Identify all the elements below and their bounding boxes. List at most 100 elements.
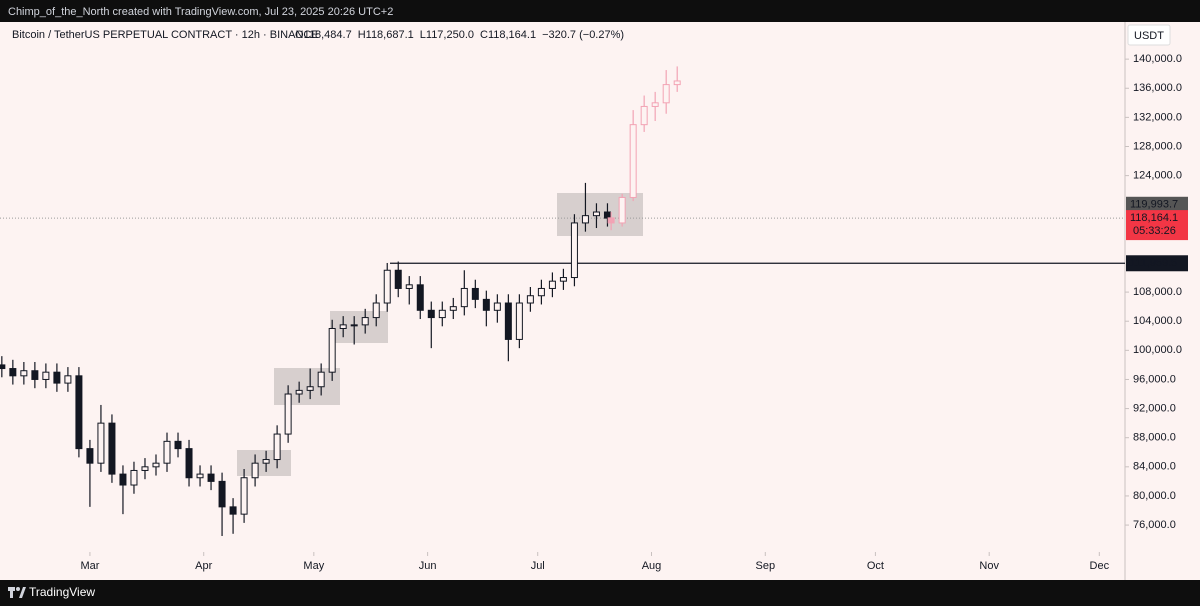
candle-body (64, 375, 72, 384)
brand-logo (8, 587, 26, 598)
y-tick-label: 104,000.0 (1133, 315, 1182, 327)
last-price-box (1126, 210, 1188, 241)
x-tick-label: May (303, 560, 324, 572)
candle-body (548, 280, 556, 289)
legend-key: H (358, 29, 366, 41)
candle-body (229, 506, 237, 515)
x-tick-label: Jul (531, 560, 545, 572)
candle-body (317, 371, 325, 388)
candle-body (629, 124, 637, 198)
candle-body (471, 287, 479, 300)
candle-body (416, 284, 424, 311)
y-tick-label: 96,000.0 (1133, 373, 1176, 385)
currency-box (1127, 24, 1171, 46)
x-tick-label: Apr (195, 560, 212, 572)
candle-body (328, 327, 336, 373)
legend-value: −320.7 (−0.27%) (542, 29, 624, 41)
legend-value: 117,250.0 (426, 29, 474, 41)
candle-body (394, 269, 402, 289)
y-tick-label: 84,000.0 (1133, 461, 1176, 473)
candle-body (9, 368, 17, 377)
candle-body (504, 302, 512, 340)
candle-body (350, 324, 358, 327)
y-tick-label: 108,000.0 (1133, 286, 1182, 298)
y-tick-label: 128,000.0 (1133, 140, 1182, 152)
candle-body (438, 309, 446, 319)
marker-label-box (1126, 196, 1188, 213)
candle-body (603, 211, 611, 219)
legend-key: C (480, 29, 488, 41)
candle-body (53, 371, 61, 384)
candle-body (97, 422, 105, 464)
y-tick-label: 76,000.0 (1133, 519, 1176, 531)
level-label: 111,959.5 (1130, 257, 1177, 269)
candle-body (86, 448, 94, 464)
candle-body (460, 287, 468, 308)
x-tick-label: Sep (756, 560, 776, 572)
x-tick-label: Nov (979, 560, 999, 572)
y-tick-label: 100,000.0 (1133, 344, 1182, 356)
candle-body (196, 473, 204, 479)
bottom-bar (0, 580, 1200, 606)
last-price-label: 118,164.1 (1130, 212, 1178, 224)
candle-body (119, 473, 127, 486)
candle-body (570, 222, 578, 279)
legend-key: L (420, 29, 426, 41)
candle-body (163, 440, 171, 464)
candle-body (306, 386, 314, 391)
marker-label: 119,993.7 (1130, 199, 1178, 211)
candle-body (482, 298, 490, 311)
candle-body (537, 287, 545, 297)
x-tick-label: Mar (80, 560, 99, 572)
legend-key: O (295, 29, 304, 41)
brand: TradingView (29, 585, 95, 599)
y-tick-label: 140,000.0 (1133, 53, 1182, 65)
candle-body (207, 473, 215, 482)
currency: USDT (1134, 30, 1164, 42)
candle-body (130, 469, 138, 486)
candle-body (372, 302, 380, 319)
candle-body (251, 462, 259, 479)
candle-body (559, 277, 567, 282)
level-label-box (1126, 255, 1188, 272)
candle-body (185, 448, 193, 479)
candle-body (383, 269, 391, 304)
candle-body (108, 422, 116, 475)
y-tick-label: 80,000.0 (1133, 490, 1176, 502)
candle-body (262, 459, 270, 464)
candle-body (673, 80, 681, 86)
candle-body (651, 102, 659, 107)
candle-body (339, 324, 347, 329)
top-bar (0, 0, 1200, 22)
y-tick-label: 92,000.0 (1133, 402, 1176, 414)
candle-body (607, 217, 615, 224)
candle-body (449, 306, 457, 311)
legend-value: 118,164.1 (488, 29, 536, 41)
candle-body (218, 480, 226, 508)
y-tick-label: 132,000.0 (1133, 111, 1182, 123)
candle-body (662, 84, 670, 104)
candle-body (284, 393, 292, 435)
candle-body (152, 462, 160, 468)
legend-value: 118,484.7 (304, 29, 352, 41)
candle-body (240, 477, 248, 515)
range-box (557, 193, 643, 236)
x-tick-label: Dec (1090, 560, 1110, 572)
candle-body (427, 309, 435, 319)
candle-body (640, 105, 648, 126)
candle-body (295, 389, 303, 395)
symbol: Bitcoin / TetherUS PERPETUAL CONTRACT · … (12, 29, 319, 41)
attribution: Chimp_of_the_North created with TradingV… (8, 6, 393, 18)
candle-body (493, 302, 501, 311)
candle-body (526, 295, 534, 304)
candle-body (273, 433, 281, 461)
ohlc-legend: O 118,484.7 H 118,687.1 L 117,250.0 C 118,164.1… (295, 29, 624, 41)
y-tick-label: 124,000.0 (1133, 170, 1182, 182)
candle-body (31, 370, 39, 380)
candle-body (141, 466, 149, 471)
x-tick-label: Aug (642, 560, 662, 572)
y-tick-label: 136,000.0 (1133, 82, 1182, 94)
